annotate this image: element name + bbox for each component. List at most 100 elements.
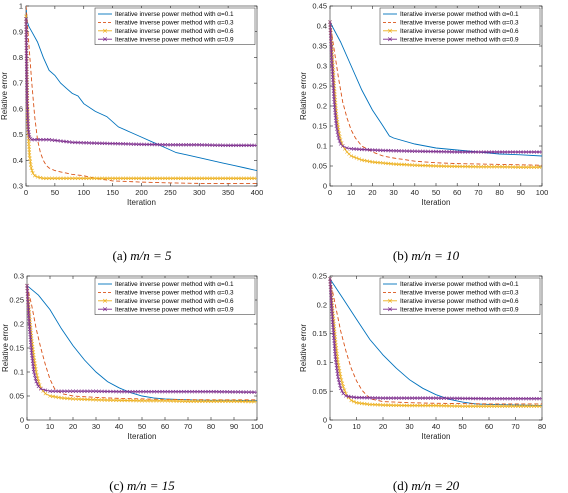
series-marker-yellow-a [28, 162, 33, 167]
series-marker-yellow-b [349, 154, 354, 158]
series-marker-yellow-a [64, 176, 69, 181]
x-tick-label-b: 60 [453, 188, 461, 197]
series-marker-yellow-c [214, 399, 219, 404]
series-marker-purple-a [25, 85, 29, 90]
series-marker-purple-d [534, 396, 539, 401]
series-marker-yellow-a [84, 176, 89, 181]
x-tick-label-c: 10 [46, 422, 54, 431]
series-marker-purple-d [397, 396, 401, 400]
series-marker-purple-a [61, 139, 66, 144]
series-marker-yellow-c [97, 398, 101, 402]
series-marker-purple-b [471, 150, 475, 154]
series-marker-purple-b [331, 86, 336, 90]
x-tick-label-c: 60 [161, 422, 169, 431]
series-marker-purple-b [336, 136, 341, 140]
series-marker-yellow-b [489, 164, 494, 169]
series-marker-purple-a [215, 143, 220, 147]
series-marker-purple-a [26, 121, 30, 126]
series-marker-yellow-a [31, 171, 35, 175]
series-marker-purple-b [329, 39, 333, 44]
series-marker-purple-a [53, 138, 57, 143]
series-marker-purple-a [76, 140, 80, 145]
series-marker-yellow-b [450, 164, 454, 169]
series-marker-yellow-b [529, 165, 534, 170]
x-tick-label-b: 70 [474, 188, 482, 197]
series-marker-purple-a [168, 143, 173, 147]
series-marker-purple-a [24, 19, 28, 24]
series-marker-purple-d [487, 396, 491, 401]
series-marker-yellow-b [471, 164, 475, 169]
series-marker-purple-a [24, 51, 29, 56]
series-marker-purple-b [331, 83, 336, 88]
series-marker-purple-d [334, 363, 339, 368]
series-marker-yellow-d [481, 404, 486, 408]
series-marker-yellow-a [160, 176, 165, 181]
y-tick-label-b: 0.35 [312, 42, 327, 51]
series-marker-yellow-c [240, 399, 245, 404]
series-marker-yellow-a [29, 166, 34, 170]
series-marker-purple-a [44, 137, 49, 142]
series-marker-purple-a [25, 101, 29, 106]
series-marker-purple-c [74, 389, 78, 394]
series-marker-purple-d [346, 394, 351, 399]
x-tick-label-c: 40 [115, 422, 123, 431]
series-marker-purple-a [67, 140, 72, 144]
series-marker-yellow-c [137, 398, 141, 403]
series-marker-purple-b [329, 50, 334, 55]
series-marker-yellow-d [391, 403, 396, 408]
series-marker-purple-a [189, 143, 194, 147]
series-marker-yellow-a [87, 176, 91, 181]
series-marker-purple-c [88, 389, 93, 394]
series-marker-purple-b [330, 69, 335, 74]
series-marker-purple-c [155, 389, 159, 394]
series-marker-yellow-c [111, 398, 116, 403]
series-marker-yellow-d [516, 404, 520, 408]
series-marker-purple-a [249, 143, 254, 148]
series-marker-yellow-d [418, 403, 422, 408]
x-tick-label-d: 40 [432, 422, 440, 431]
series-marker-purple-b [329, 47, 334, 52]
series-marker-yellow-c [203, 399, 208, 404]
series-marker-yellow-b [521, 165, 526, 170]
series-marker-purple-c [220, 389, 224, 394]
series-marker-purple-a [24, 46, 29, 50]
series-marker-purple-d [418, 396, 422, 400]
series-marker-purple-b [428, 149, 433, 154]
series-marker-purple-b [329, 55, 334, 60]
series-marker-purple-a [70, 140, 75, 145]
series-marker-purple-a [25, 83, 29, 87]
x-tick-label-a: 400 [251, 188, 264, 197]
series-marker-yellow-a [58, 176, 63, 181]
series-marker-purple-d [412, 396, 417, 400]
series-marker-purple-b [330, 72, 335, 77]
series-marker-purple-a [165, 142, 170, 147]
series-marker-purple-c [214, 389, 219, 394]
series-marker-purple-a [171, 143, 175, 147]
series-marker-purple-c [230, 390, 235, 394]
series-marker-yellow-a [134, 176, 139, 181]
series-marker-purple-c [51, 389, 55, 394]
series-marker-yellow-c [191, 399, 196, 404]
series-marker-yellow-d [434, 403, 438, 408]
series-marker-purple-c [32, 373, 37, 378]
series-marker-yellow-a [252, 176, 257, 181]
series-marker-yellow-b [518, 165, 523, 170]
series-marker-purple-a [24, 67, 29, 72]
series-marker-purple-a [50, 138, 54, 142]
legend-marker-purple-d [387, 307, 393, 312]
series-marker-yellow-c [246, 399, 251, 404]
series-marker-purple-c [117, 389, 121, 394]
series-marker-yellow-d [383, 403, 388, 407]
series-marker-purple-d [450, 396, 454, 401]
series-marker-yellow-a [239, 176, 244, 181]
series-marker-purple-c [25, 283, 29, 288]
series-marker-yellow-c [117, 398, 121, 403]
series-marker-yellow-a [26, 139, 31, 144]
series-marker-yellow-b [497, 164, 502, 169]
y-axis-label-b: Relative error [299, 72, 308, 120]
series-marker-yellow-a [165, 176, 170, 181]
series-line-red-a [26, 6, 257, 184]
series-marker-purple-d [434, 396, 438, 400]
series-marker-purple-d [333, 354, 338, 359]
series-marker-yellow-c [249, 399, 254, 404]
